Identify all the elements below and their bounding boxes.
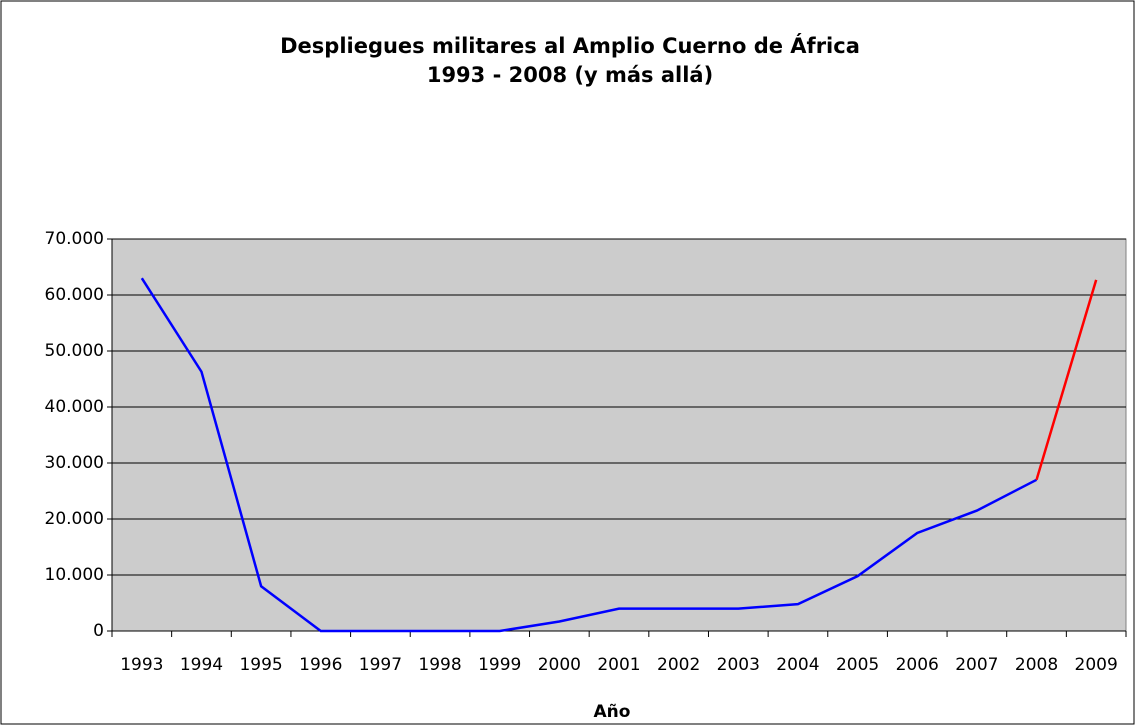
x-tick-label: 2005: [836, 655, 879, 675]
x-axis-label: Año: [594, 702, 631, 722]
x-tick-label: 2002: [657, 655, 700, 675]
x-tick-label: 2007: [955, 655, 998, 675]
line-series: [140, 277, 1038, 633]
chart-title: 1993 - 2008 (y más allá): [427, 63, 713, 87]
y-tick-label: 40.000: [45, 397, 104, 417]
x-tick-label: 2003: [717, 655, 760, 675]
x-tick-label: 1994: [180, 655, 223, 675]
y-tick-label: 30.000: [45, 453, 104, 473]
x-tick-label: 1998: [418, 655, 461, 675]
y-tick-label: 20.000: [45, 509, 104, 529]
y-tick-label: 10.000: [45, 565, 104, 585]
x-tick-label: 2006: [896, 655, 939, 675]
x-tick-label: 2008: [1015, 655, 1058, 675]
x-tick-label: 2009: [1075, 655, 1118, 675]
y-tick-label: 60.000: [45, 285, 104, 305]
x-tick-label: 1997: [359, 655, 402, 675]
x-tick-label: 2004: [776, 655, 819, 675]
y-tick-label: 70.000: [45, 229, 104, 249]
y-tick-label: 0: [93, 621, 104, 641]
chart-title: Despliegues militares al Amplio Cuerno d…: [280, 33, 860, 58]
y-tick-label: 50.000: [45, 341, 104, 361]
x-tick-label: 2000: [538, 655, 581, 675]
x-tick-label: 2001: [597, 655, 640, 675]
x-tick-label: 1993: [120, 655, 163, 675]
plot-area: [111, 238, 1127, 632]
x-tick-label: 1999: [478, 655, 521, 675]
line-series: [1035, 279, 1098, 481]
x-tick-label: 1995: [239, 655, 282, 675]
x-tick-label: 1996: [299, 655, 342, 675]
